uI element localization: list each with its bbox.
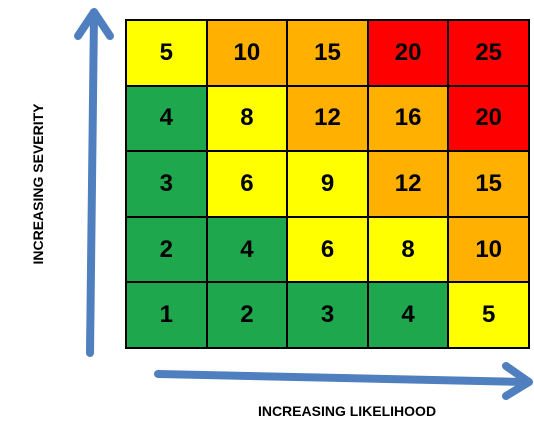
- matrix-cell: 8: [206, 85, 288, 152]
- matrix-cell: 6: [206, 151, 288, 217]
- matrix-cell: 6: [287, 216, 368, 283]
- x-axis-arrow: [154, 362, 533, 400]
- risk-matrix-grid: 5 10 15 20 25 4 8 12 16 20 3 6 9 12 15 2 4 6 8 10 1 2 3 4 5: [125, 19, 530, 349]
- y-axis-arrow: [74, 8, 114, 357]
- matrix-cell: 4: [367, 282, 449, 348]
- matrix-cell: 25: [448, 20, 529, 86]
- matrix-cell: 10: [448, 216, 529, 283]
- matrix-cell: 12: [367, 151, 449, 217]
- matrix-cell: 8: [367, 216, 449, 283]
- matrix-cell: 3: [126, 151, 207, 217]
- matrix-cell: 2: [206, 282, 288, 348]
- matrix-cell: 12: [287, 85, 368, 152]
- matrix-cell: 5: [448, 282, 529, 348]
- matrix-cell: 4: [206, 216, 288, 283]
- y-axis-label: INCREASING SEVERITY: [30, 103, 46, 265]
- matrix-cell: 15: [448, 151, 529, 217]
- matrix-cell: 2: [126, 216, 207, 283]
- matrix-cell: 20: [367, 20, 449, 86]
- matrix-cell: 16: [367, 85, 449, 152]
- matrix-cell: 10: [206, 20, 288, 86]
- matrix-cell: 4: [126, 85, 207, 152]
- matrix-cell: 9: [287, 151, 368, 217]
- x-axis-label: INCREASING LIKELIHOOD: [257, 403, 437, 419]
- matrix-cell: 20: [448, 85, 529, 152]
- matrix-cell: 5: [126, 20, 207, 86]
- matrix-cell: 15: [287, 20, 368, 86]
- matrix-cell: 3: [287, 282, 368, 348]
- matrix-cell: 1: [126, 282, 207, 348]
